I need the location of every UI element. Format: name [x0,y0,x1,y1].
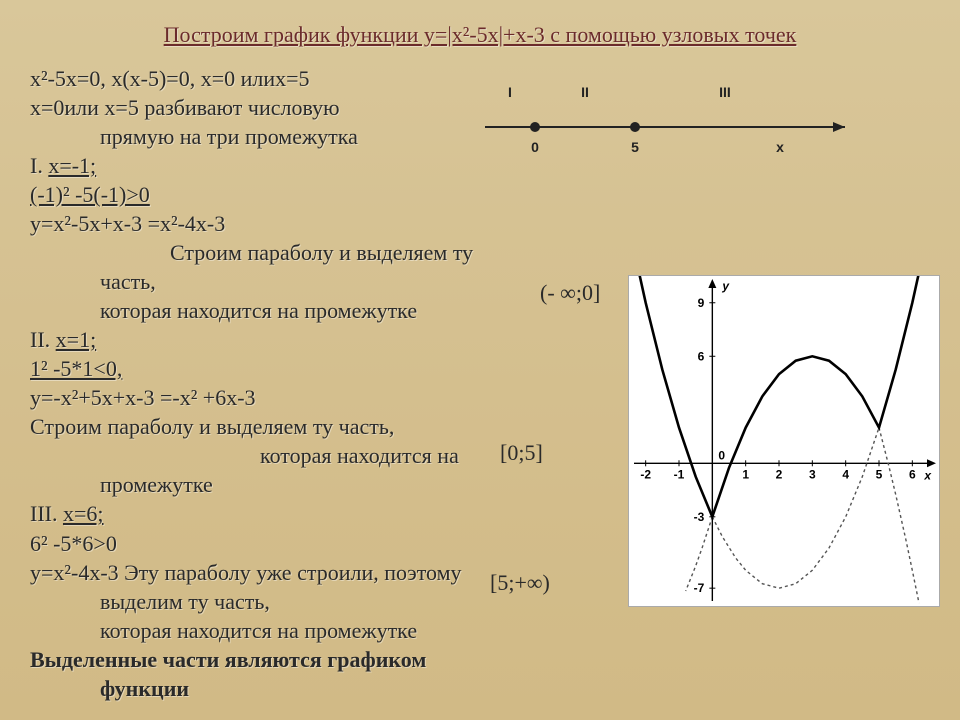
svg-text:5: 5 [631,139,639,155]
function-graph: -2 -1 1 2 3 4 5 6 -7 -3 6 9 0 y x [628,275,940,607]
svg-text:-1: -1 [674,467,685,481]
svg-text:0: 0 [718,448,725,462]
text-line: функции [30,674,630,703]
svg-text:0: 0 [531,139,539,155]
svg-text:x: x [923,468,932,482]
text-line: (-1)² -5(-1)>0 [30,180,630,209]
text: I. [30,153,48,178]
svg-text:-3: -3 [694,510,705,524]
svg-text:-2: -2 [640,467,651,481]
svg-text:I: I [508,84,512,100]
page-title: Построим график функции y=|x²-5x|+x-3 с … [0,0,960,48]
text-line: y=x²-5x+x-3 =x²-4x-3 [30,209,630,238]
svg-text:II: II [581,84,589,100]
interval-3: [5;+∞) [490,570,550,596]
svg-text:5: 5 [876,467,883,481]
svg-text:x: x [776,139,784,155]
text-line: Строим параболу и выделяем ту часть, [30,412,630,441]
text: x=1; [56,327,97,352]
svg-text:y: y [721,279,730,293]
text-line: y=-x²+5x+x-3 =-x² +6x-3 [30,383,630,412]
number-line-diagram: 05xIIIIII [475,72,865,172]
text-line: 1² -5*1<0, [30,354,630,383]
text-line: Выделенные части являются графиком [30,645,630,674]
svg-text:-7: -7 [694,581,705,595]
svg-text:6: 6 [698,349,705,363]
svg-text:III: III [719,84,731,100]
svg-text:4: 4 [842,467,849,481]
text: II. [30,327,56,352]
text-line: которая находится на промежутке [30,616,630,645]
svg-text:9: 9 [698,296,705,310]
svg-text:2: 2 [776,467,783,481]
text: III. [30,501,63,526]
svg-text:1: 1 [742,467,749,481]
svg-text:6: 6 [909,467,916,481]
text-line: II. x=1; [30,325,630,354]
text: x=6; [63,501,104,526]
text-line: промежутке [30,470,630,499]
text: x=-1; [48,153,96,178]
svg-text:3: 3 [809,467,816,481]
interval-2: [0;5] [500,440,543,466]
interval-1: (- ∞;0] [540,280,600,306]
text-line: III. x=6; [30,499,630,528]
text-line: 6² -5*6>0 [30,529,630,558]
text-line: Строим параболу и выделяем ту [30,238,630,267]
